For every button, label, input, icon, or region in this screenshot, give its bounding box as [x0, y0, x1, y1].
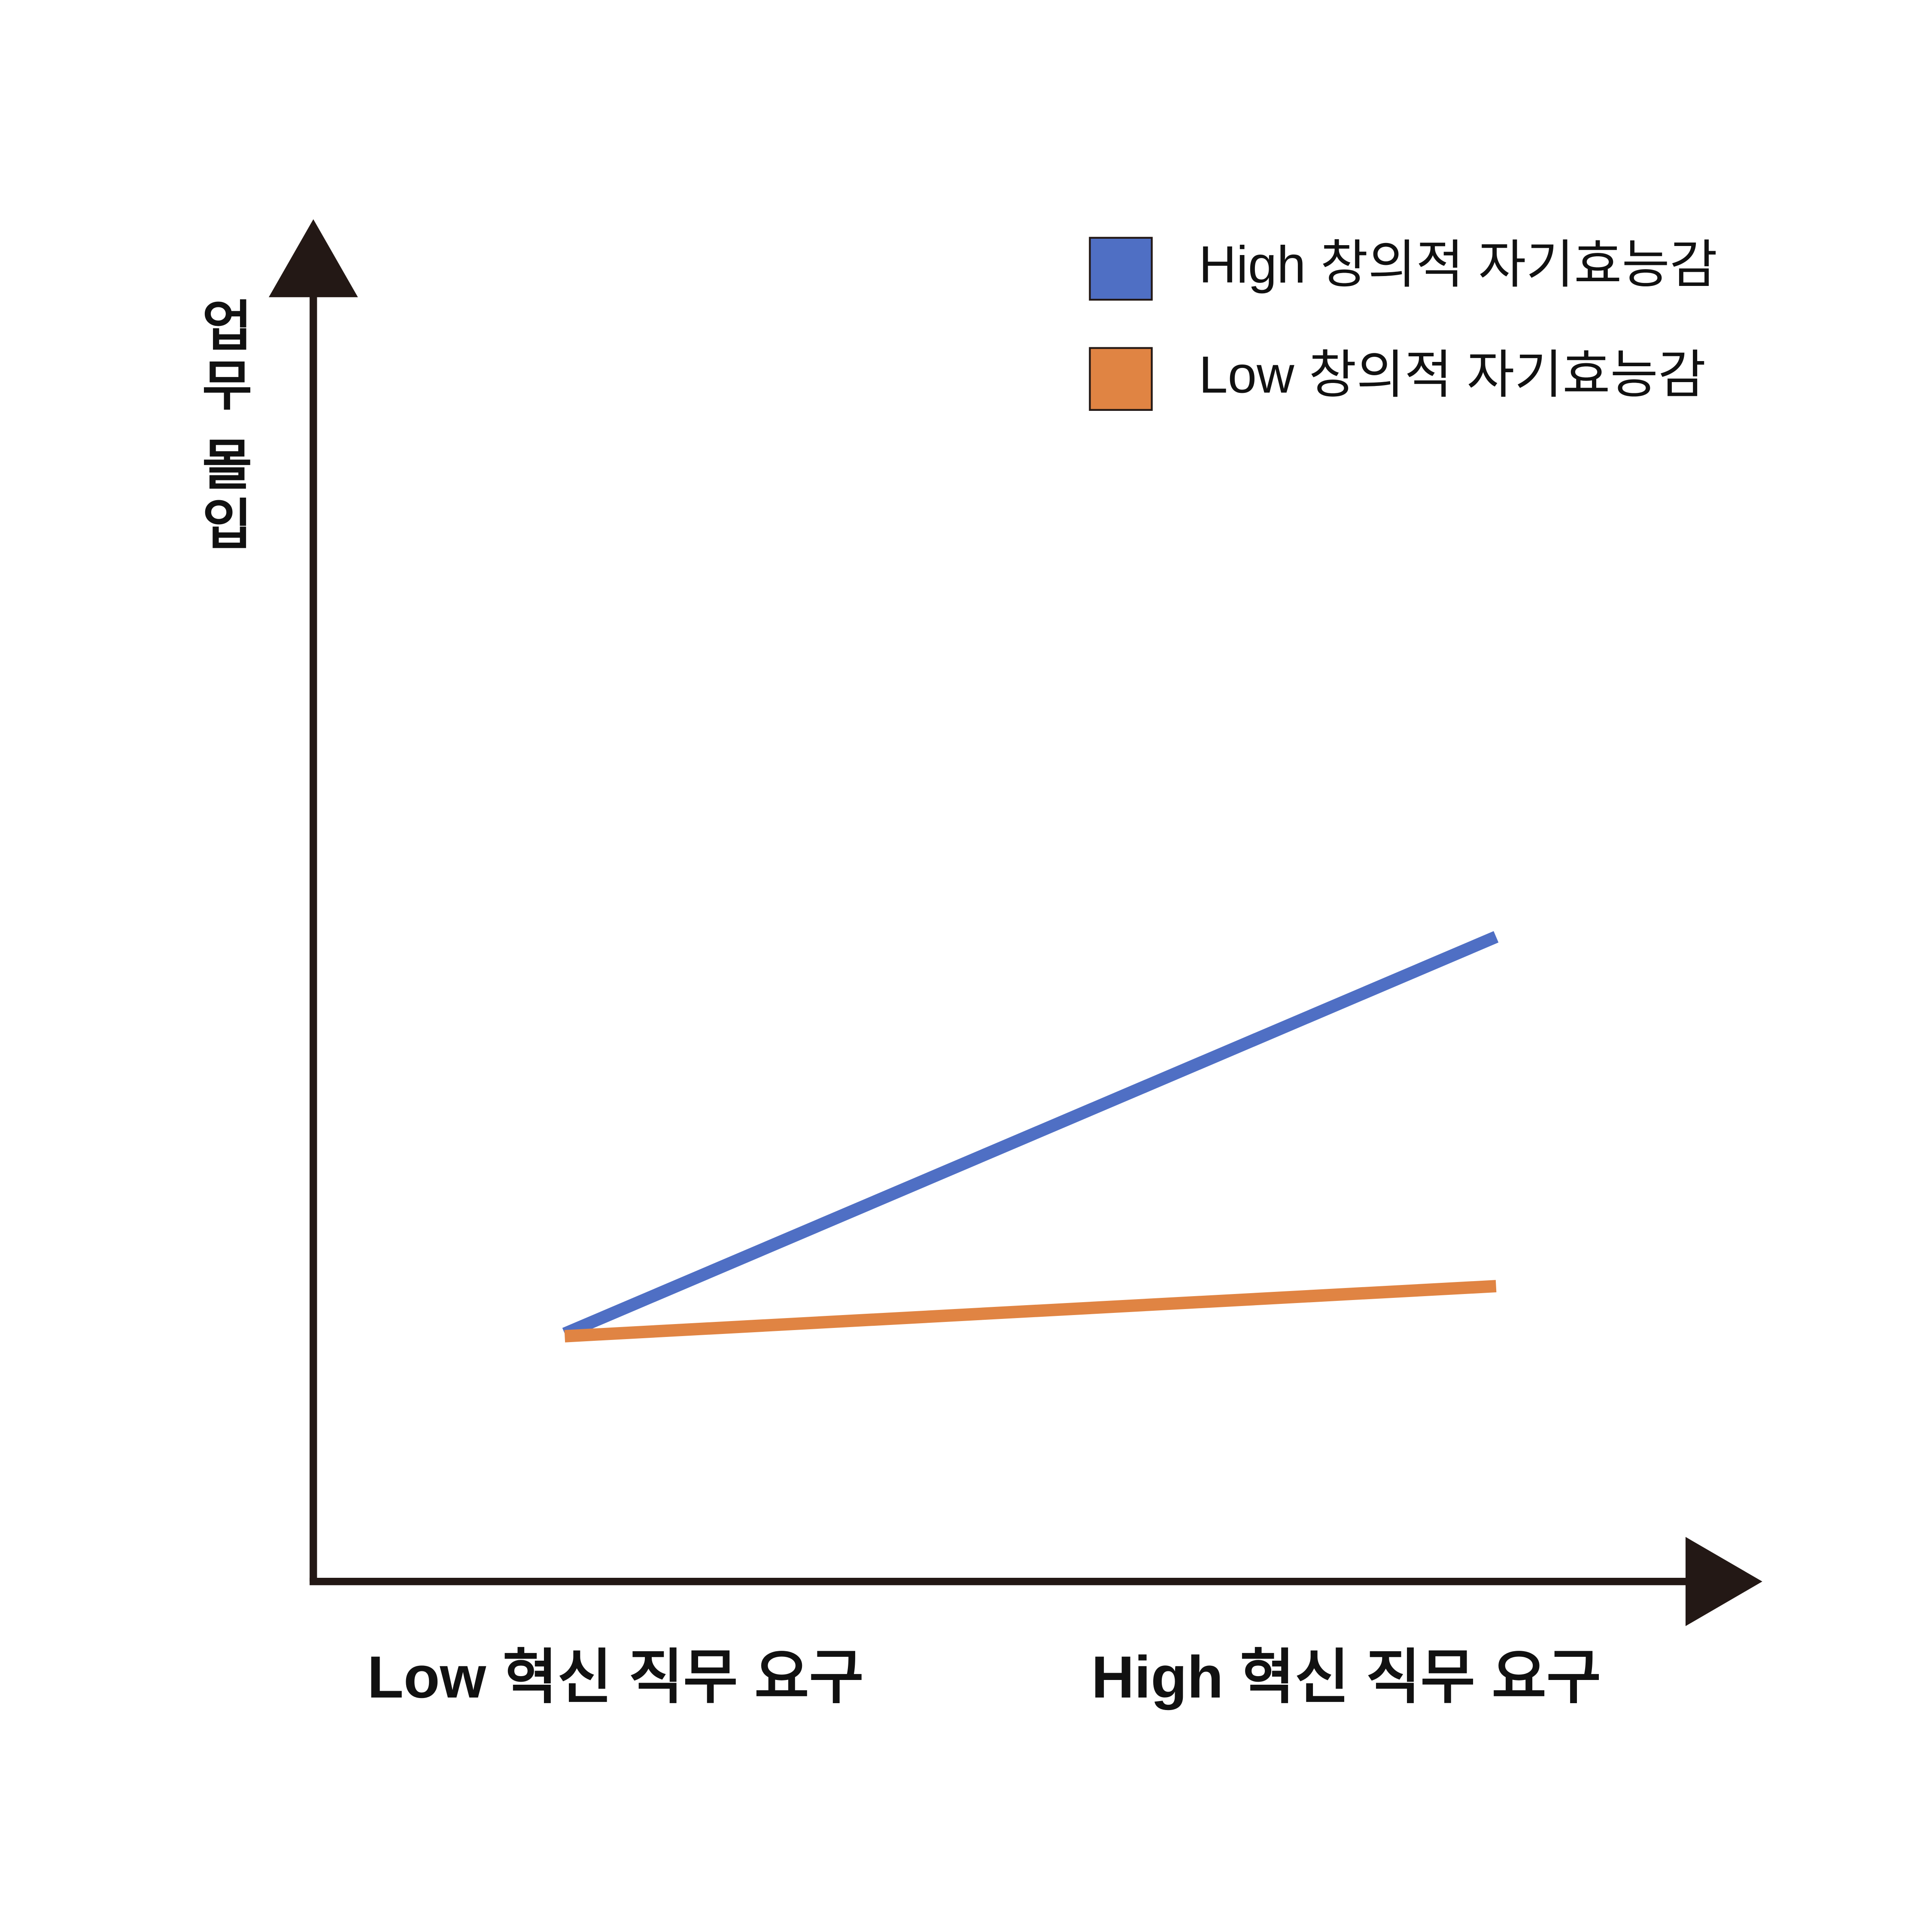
series-line — [564, 1280, 1497, 1343]
y-axis-arrow — [268, 219, 358, 298]
legend-swatch — [1089, 347, 1153, 411]
x-tick-label: High 혁신 직무 요구 — [1091, 1644, 1601, 1710]
legend-label: Low 창의적 자기효능감 — [1199, 346, 1706, 404]
series-line — [562, 931, 1499, 1340]
y-axis-title: 업무 몰입 — [192, 297, 253, 555]
legend-swatch — [1089, 237, 1153, 301]
legend-label: High 창의적 자기효능감 — [1199, 235, 1717, 294]
x-tick-label: Low 혁신 직무 요구 — [367, 1644, 863, 1710]
x-axis-arrow — [1685, 1537, 1762, 1626]
